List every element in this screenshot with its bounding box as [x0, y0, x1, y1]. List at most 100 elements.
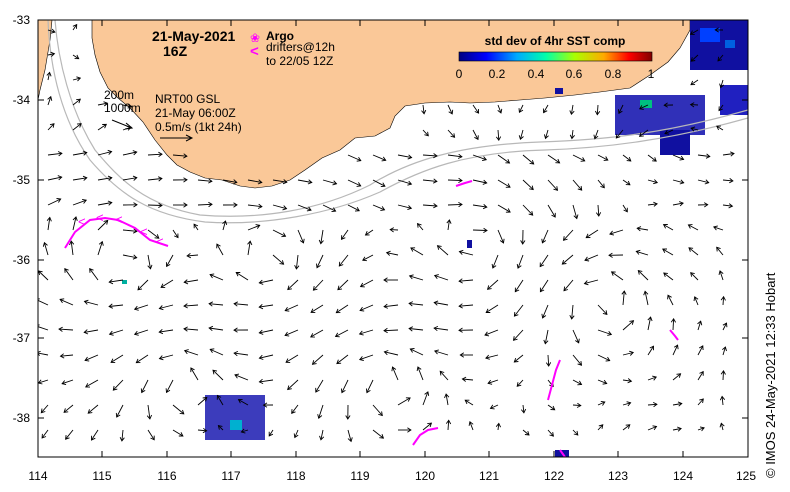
current-arrowhead [310, 308, 316, 313]
current-arrow [497, 154, 510, 164]
current-arrow [372, 154, 386, 161]
land-west-strip [38, 20, 53, 101]
current-arrow [47, 123, 55, 131]
colorbar-tick: 1 [648, 67, 655, 81]
current-arrowhead [110, 358, 116, 363]
current-arrowhead [217, 425, 223, 430]
current-arrow [295, 254, 299, 269]
current-arrowhead [258, 279, 264, 285]
current-arrow [97, 124, 107, 131]
current-arrow [209, 327, 224, 331]
current-arrow [572, 379, 582, 385]
current-arrow [38, 379, 49, 384]
current-arrowhead [408, 301, 413, 307]
current-arrow [570, 104, 574, 115]
current-arrow [697, 154, 710, 157]
current-arrow [285, 354, 299, 363]
current-arrow [72, 98, 81, 106]
current-arrow [217, 395, 224, 406]
current-arrowhead [705, 153, 711, 159]
current-arrowhead [576, 402, 582, 408]
current-arrow [322, 179, 337, 185]
current-arrowhead [652, 401, 658, 408]
current-arrowhead [703, 202, 709, 208]
current-arrow [397, 397, 411, 406]
current-arrowhead [555, 158, 561, 164]
current-arrow [647, 345, 654, 356]
current-arrowhead [262, 402, 268, 408]
current-arrowhead [626, 156, 632, 162]
current-arrowhead [652, 375, 657, 381]
current-arrow [485, 354, 499, 359]
current-arrowhead [208, 178, 213, 184]
current-arrowhead [485, 308, 491, 313]
current-arrowhead [495, 422, 502, 428]
current-arrow [522, 154, 534, 165]
current-arrow [383, 329, 399, 332]
current-arrow [513, 329, 524, 341]
current-arrowhead [688, 247, 694, 252]
current-arrow [547, 154, 560, 164]
current-arrow [639, 129, 649, 137]
current-arrowhead [378, 411, 383, 417]
current-arrow [547, 204, 556, 218]
current-arrowhead [133, 202, 138, 208]
scale-label: 0.5m/s (1kt 24h) [155, 120, 242, 134]
current-arrowhead [247, 240, 253, 246]
current-arrow [287, 279, 299, 290]
current-arrowhead [495, 136, 502, 142]
current-arrowhead [689, 102, 695, 108]
current-arrow [316, 254, 324, 268]
current-arrowhead [484, 331, 490, 337]
current-arrow [422, 129, 429, 137]
current-arrow [322, 204, 336, 212]
current-arrow [268, 429, 274, 437]
current-arrowhead [307, 179, 313, 185]
lon-tick: 124 [673, 469, 693, 483]
isobath-200-label: 200m [104, 88, 134, 102]
current-arrow [663, 272, 674, 281]
current-arrow [187, 254, 199, 257]
current-arrow [320, 429, 324, 440]
current-arrowhead [569, 314, 575, 320]
current-arrowhead [446, 219, 452, 224]
current-arrowhead [50, 28, 56, 34]
current-arrow [259, 279, 274, 284]
current-arrowhead [158, 355, 164, 361]
current-arrowhead [489, 404, 495, 410]
current-arrow [197, 429, 207, 432]
current-arrow [384, 351, 399, 356]
current-arrowhead [222, 220, 228, 226]
current-arrow [392, 366, 399, 381]
current-arrow [89, 268, 99, 281]
current-arrowhead [553, 186, 559, 191]
current-arrow [490, 404, 499, 409]
current-arrow [439, 370, 449, 381]
current-arrowhead [216, 243, 221, 249]
current-arrow [615, 129, 624, 139]
current-arrowhead [359, 306, 365, 312]
current-arrowhead [284, 331, 290, 337]
current-arrow [622, 402, 631, 406]
current-arrowhead [158, 329, 164, 335]
current-arrowhead [40, 408, 46, 414]
current-arrow [72, 177, 87, 181]
current-arrow [542, 304, 549, 319]
current-arrow [434, 350, 449, 356]
current-arrowhead [383, 350, 389, 356]
current-arrow [136, 354, 149, 364]
lon-tick: 122 [544, 469, 564, 483]
current-arrow [720, 423, 724, 431]
current-arrow [664, 129, 674, 135]
current-arrow [637, 270, 649, 281]
current-arrowhead [461, 376, 467, 382]
current-arrow [597, 424, 604, 431]
current-arrowhead [573, 214, 579, 220]
current-arrow [65, 429, 74, 440]
current-arrow [487, 379, 499, 384]
current-arrow [484, 329, 499, 336]
current-arrowhead [595, 212, 602, 217]
current-arrow [597, 379, 607, 384]
current-arrow [722, 346, 726, 356]
lat-axis: -33 -34 -35 -36 -37 -38 [13, 13, 31, 425]
